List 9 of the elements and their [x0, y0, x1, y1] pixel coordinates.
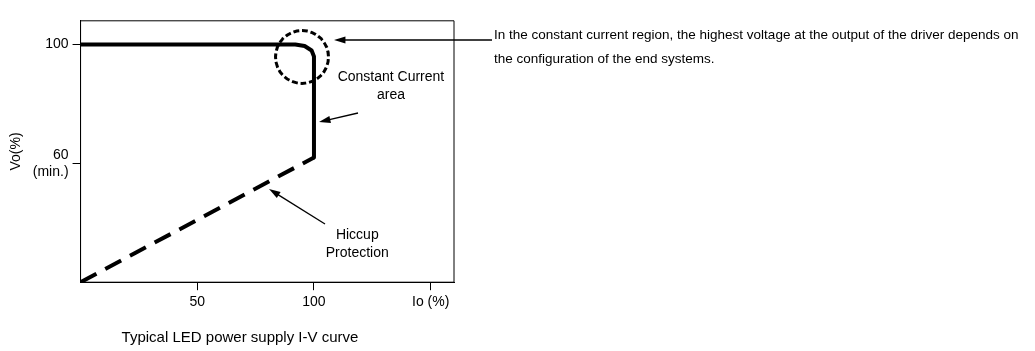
- text: Typical LED power supply I-V curve: [120, 328, 360, 345]
- x-tick-label: 50: [189, 293, 206, 310]
- x-tick-label: 100: [302, 293, 326, 310]
- text: In the constant current region, the highest voltage at the output of the driver depends on the configuration of the end systems.: [493, 26, 1020, 69]
- annotation: Constant Current area: [336, 66, 446, 103]
- x-tick-label: Io (%): [411, 293, 450, 310]
- y-axis-title: Vo(%): [7, 132, 24, 171]
- y-tick-label: 60 (min.): [32, 145, 69, 179]
- annotation: Hiccup Protection: [324, 225, 390, 262]
